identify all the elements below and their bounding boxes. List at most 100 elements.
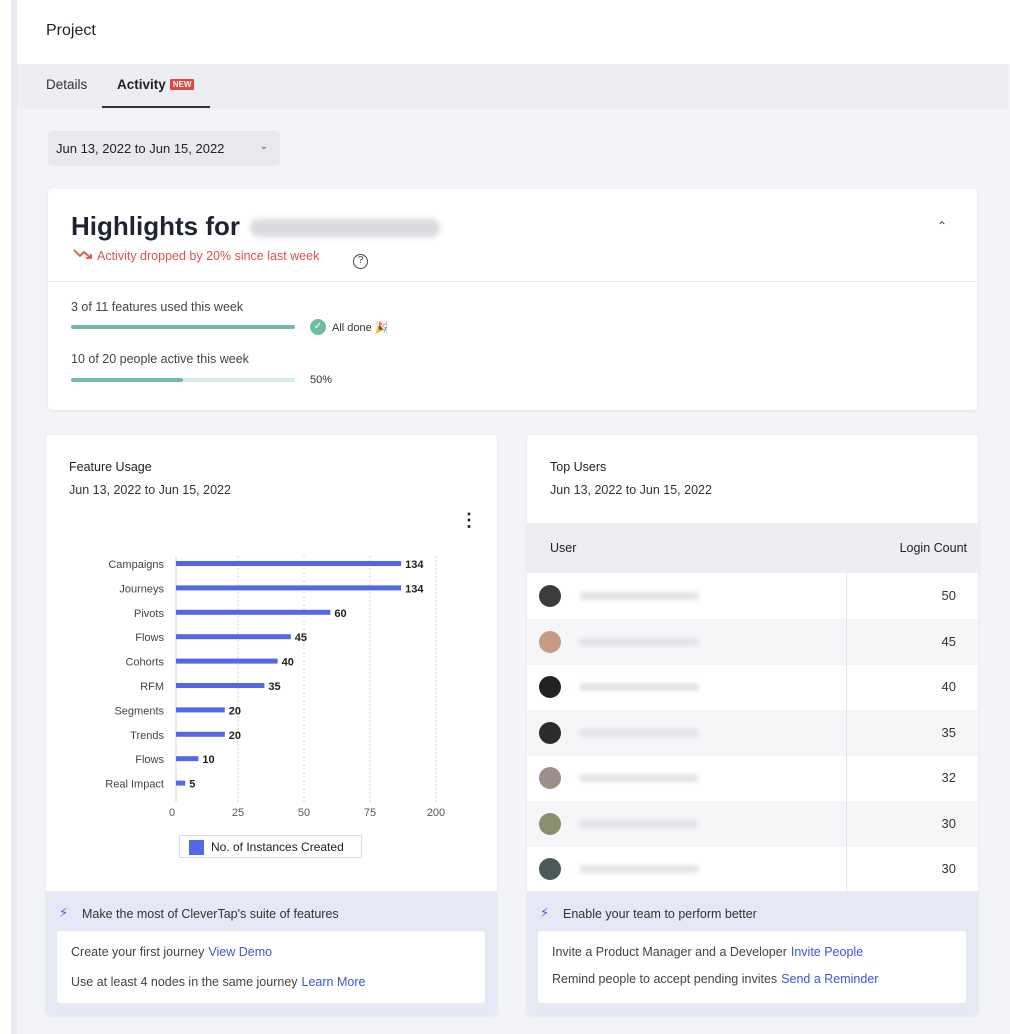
promo-text: Create your first journey — [71, 945, 205, 959]
left-rail — [0, 0, 17, 1034]
table-row[interactable]: 30 — [527, 846, 978, 892]
bar — [176, 609, 331, 615]
data-label: 10 — [202, 754, 214, 766]
user-email-redacted — [579, 774, 699, 782]
login-count: 45 — [941, 633, 956, 649]
column-divider — [846, 573, 847, 891]
data-label: 45 — [295, 632, 307, 644]
x-tick-label: 25 — [232, 807, 244, 819]
user-email-redacted — [579, 683, 699, 691]
category-label: Cohorts — [125, 657, 164, 669]
bar — [176, 731, 225, 737]
x-tick-label: 200 — [427, 807, 445, 819]
features-progress-fill — [71, 325, 295, 329]
legend-swatch — [189, 840, 204, 855]
legend-label: No. of Instances Created — [211, 840, 344, 854]
learn-more-link[interactable]: Learn More — [301, 975, 366, 989]
feature-usage-chart: Campaigns 134 Journeys 134 Pivots 60 Flows 45 Co… — [105, 556, 445, 819]
lightning-icon: ⚡︎ — [540, 905, 550, 920]
feature-promo: ⚡︎ Make the most of CleverTap's suite of… — [46, 891, 497, 1015]
view-demo-link[interactable]: View Demo — [208, 945, 273, 959]
category-label: Campaigns — [108, 559, 164, 571]
project-name-redacted — [249, 219, 440, 238]
tab-activity[interactable]: Activity NEW — [117, 77, 195, 92]
data-label: 134 — [405, 559, 424, 571]
features-used-label: 3 of 11 features used this week — [71, 300, 244, 314]
category-label: Trends — [130, 730, 164, 742]
user-email-redacted — [579, 865, 699, 873]
data-label: 5 — [189, 779, 195, 791]
help-icon[interactable]: ? — [353, 254, 368, 269]
highlights-title: Highlights for — [71, 211, 440, 242]
table-row[interactable]: 32 — [527, 755, 978, 801]
people-progress-fill — [71, 378, 183, 382]
table-row[interactable]: 50 — [527, 573, 978, 619]
column-login-count[interactable]: Login Count — [899, 541, 967, 555]
user-email-redacted — [579, 637, 699, 646]
features-note: All done 🎉 — [332, 322, 389, 334]
data-label: 134 — [405, 583, 424, 595]
feature-usage-title: Feature Usage — [69, 460, 152, 474]
login-count: 35 — [941, 724, 956, 740]
highlights-card: Highlights for Activity dropped by 20% s… — [48, 189, 977, 410]
tab-activity-label: Activity — [117, 77, 166, 92]
bar — [176, 658, 278, 664]
bar — [176, 683, 265, 688]
page-header: Project — [17, 0, 1010, 64]
active-tab-indicator — [102, 106, 210, 108]
login-count: 30 — [941, 861, 956, 876]
promo-text: Invite a Product Manager and a Developer — [552, 945, 787, 959]
x-tick-label: 50 — [298, 807, 310, 819]
table-row[interactable]: 35 — [527, 709, 978, 756]
promo-box: Invite a Product Manager and a Developer… — [538, 931, 966, 1003]
date-range-value: Jun 13, 2022 to Jun 15, 2022 — [56, 141, 225, 156]
people-active-label: 10 of 20 people active this week — [71, 352, 249, 366]
trend-down-icon — [73, 248, 93, 263]
bar — [176, 585, 402, 591]
promo-heading: Make the most of CleverTap's suite of fe… — [82, 907, 339, 921]
date-range-select[interactable]: Jun 13, 2022 to Jun 15, 2022 ⌄ — [48, 131, 280, 166]
avatar — [539, 676, 561, 698]
category-label: Pivots — [134, 608, 164, 620]
activity-drop-text: Activity dropped by 20% since last week — [97, 249, 320, 263]
column-user[interactable]: User — [550, 541, 577, 555]
table-row[interactable]: 45 — [527, 618, 978, 665]
page-title: Project — [46, 22, 96, 39]
promo-line: Use at least 4 nodes in the same journey… — [71, 975, 365, 989]
avatar — [539, 721, 561, 744]
login-count: 30 — [941, 815, 956, 831]
x-tick-label: 0 — [169, 807, 175, 819]
promo-line: Invite a Product Manager and a Developer… — [552, 945, 863, 959]
invite-people-link[interactable]: Invite People — [790, 945, 864, 959]
user-email-redacted — [579, 592, 699, 600]
avatar — [539, 630, 561, 653]
promo-heading: Enable your team to perform better — [563, 907, 757, 921]
data-label: 20 — [229, 730, 241, 742]
table-row[interactable]: 40 — [527, 664, 978, 710]
chevron-up-icon[interactable]: ⌃ — [936, 219, 947, 233]
team-promo: ⚡︎ Enable your team to perform better In… — [527, 891, 978, 1015]
promo-text: Use at least 4 nodes in the same journey — [71, 975, 298, 989]
category-label: Real Impact — [105, 779, 164, 791]
promo-line: Remind people to accept pending invites S… — [552, 972, 878, 986]
top-users-card: Top Users Jun 13, 2022 to Jun 15, 2022 U… — [527, 435, 981, 1015]
bar — [176, 756, 199, 762]
data-label: 20 — [229, 705, 241, 717]
features-progress-bar — [71, 325, 295, 329]
chart-legend[interactable]: No. of Instances Created — [179, 835, 362, 858]
bar — [176, 707, 225, 713]
tab-details[interactable]: Details — [46, 77, 88, 92]
bar — [176, 561, 402, 566]
login-count: 50 — [941, 588, 956, 603]
feature-usage-card: Feature Usage Jun 13, 2022 to Jun 15, 20… — [46, 435, 497, 1015]
avatar — [539, 585, 561, 607]
lightning-icon: ⚡︎ — [59, 905, 69, 920]
user-email-redacted — [579, 728, 699, 737]
people-note: 50% — [310, 374, 333, 386]
send-reminder-link[interactable]: Send a Reminder — [781, 972, 879, 986]
top-users-title: Top Users — [550, 460, 607, 474]
category-label: Flows — [135, 754, 164, 766]
table-row[interactable]: 30 — [527, 800, 978, 847]
highlights-title-text: Highlights for — [71, 211, 240, 241]
users-table-header: User Login Count — [527, 523, 981, 573]
